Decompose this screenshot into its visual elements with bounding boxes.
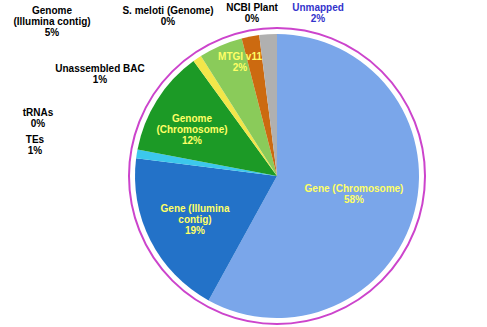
svg-text:TEs1%: TEs1% <box>26 134 45 156</box>
svg-text:Unmapped2%: Unmapped2% <box>292 2 344 24</box>
svg-text:Genome(Illumina contig)5%: Genome(Illumina contig)5% <box>13 5 90 38</box>
svg-text:S. meloti (Genome)0%: S. meloti (Genome)0% <box>122 5 213 27</box>
svg-text:MTGI v112%: MTGI v112% <box>218 51 262 73</box>
svg-text:Genome(Chromosome)12%: Genome(Chromosome)12% <box>156 113 227 146</box>
svg-text:Gene (Chromosome)58%: Gene (Chromosome)58% <box>305 183 404 205</box>
svg-text:tRNAs0%: tRNAs0% <box>23 107 54 129</box>
svg-text:Gene (Illuminacontig)19%: Gene (Illuminacontig)19% <box>161 203 230 236</box>
svg-text:Unassembled BAC1%: Unassembled BAC1% <box>55 63 144 85</box>
svg-text:NCBI Plant0%: NCBI Plant0% <box>226 2 278 24</box>
